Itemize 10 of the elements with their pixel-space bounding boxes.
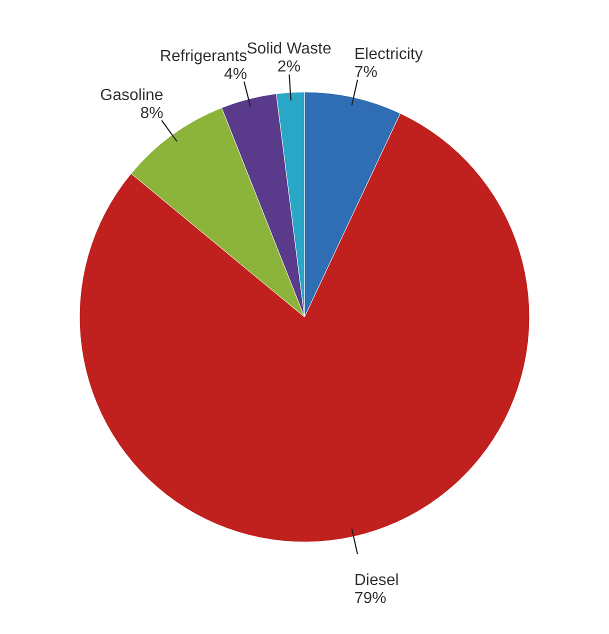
slice-label: Diesel — [354, 572, 399, 590]
data-label: 8% — [140, 105, 164, 122]
data-label: 79% — [354, 590, 386, 608]
slice-label: Electricity — [354, 46, 423, 63]
data-label: 2% — [277, 58, 301, 76]
slice-label: Solid Waste — [246, 40, 332, 58]
slice-label: Refrigerants — [160, 48, 248, 65]
slice-label: Gasoline — [100, 87, 164, 104]
data-label: 7% — [354, 64, 378, 81]
data-label: 4% — [224, 66, 248, 83]
